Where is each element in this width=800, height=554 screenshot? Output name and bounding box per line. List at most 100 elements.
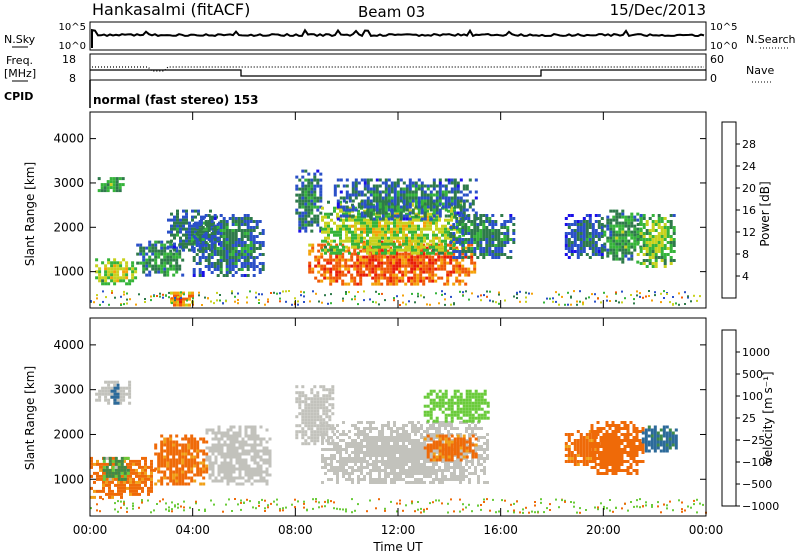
power-cell-297 (185, 239, 188, 243)
power-cell-994 (344, 264, 348, 268)
velocity-cell-489 (193, 440, 197, 444)
power-cell-907 (311, 267, 315, 271)
power-cell-642 (240, 250, 244, 253)
velocity-cell-1409 (408, 472, 411, 475)
velocity-cell-366 (166, 446, 170, 450)
velocity-cell-285 (108, 462, 112, 466)
power-cell-2761 (588, 217, 592, 220)
velocity-cell-1433 (414, 433, 417, 436)
power-cell-34 (95, 270, 99, 274)
power-cell-2222 (396, 208, 400, 212)
velocity-cell-1282 (387, 436, 390, 439)
power-cell-2307 (420, 217, 424, 221)
power-cell-3369 (642, 296, 644, 299)
power-cell-2791 (594, 250, 598, 253)
power-cell-883 (316, 220, 320, 224)
power-cell-3059 (657, 235, 661, 238)
velocity-cell-1012 (327, 439, 330, 442)
power-cell-1154 (389, 258, 393, 262)
power-cell-1962 (444, 224, 447, 228)
power-cell-2949 (633, 236, 637, 240)
power-cell-1404 (458, 270, 462, 274)
power-cell-402 (192, 235, 196, 238)
velocity-cell-1381 (405, 424, 408, 427)
velocity-cell-779 (259, 440, 263, 444)
power-cell-2798 (597, 235, 601, 238)
power-cell-3231 (303, 291, 305, 294)
power-cell-1830 (411, 236, 414, 240)
power-cell-2987 (642, 217, 646, 220)
power-cell-2976 (639, 217, 643, 220)
velocity-cell-1064 (339, 469, 342, 472)
velocity-cell-671 (235, 455, 239, 459)
velocity-cell-1271 (384, 460, 387, 463)
power-cell-1372 (449, 243, 453, 247)
velocity-cell-983 (331, 391, 335, 395)
power-cell-310 (191, 215, 194, 219)
power-cell-2599 (488, 247, 492, 250)
power-cell-2196 (390, 202, 394, 206)
velocity-cell-1456 (417, 454, 420, 457)
power-cell-780 (298, 193, 302, 197)
power-cell-3129 (99, 303, 101, 306)
velocity-cell-1194 (369, 457, 372, 460)
power-cell-1428 (467, 270, 471, 274)
power-cell-2234 (399, 217, 403, 221)
power-cell-864 (313, 190, 317, 194)
power-cell-2577 (485, 214, 489, 217)
power-cell-2432 (462, 202, 466, 206)
power-cell-2747 (582, 247, 586, 250)
power-cell-1501 (339, 218, 342, 222)
power-cell-1510 (339, 251, 342, 255)
power-cell-1933 (435, 224, 438, 228)
power-cell-3396 (696, 299, 698, 302)
power-cell-2771 (588, 256, 592, 259)
velocity-cell-1048 (336, 466, 339, 469)
power-cell-1974 (447, 227, 450, 231)
power-cell-3340 (579, 300, 581, 303)
power-cell-3211 (270, 292, 272, 294)
power-cell-1236 (410, 255, 414, 259)
power-cell-383 (212, 227, 215, 231)
velocity-cell-1220 (375, 445, 378, 448)
power-cell-250 (173, 218, 176, 222)
velocity-cell-218 (135, 471, 138, 475)
power-cell-690 (249, 235, 253, 238)
power-cell-61 (110, 267, 114, 271)
velocity-cell-529 (205, 452, 209, 456)
power-cell-1082 (371, 261, 375, 265)
power-cell-2764 (588, 226, 592, 229)
power-cell-1064 (365, 273, 369, 277)
power-cell-93 (125, 261, 129, 265)
power-cell-2914 (624, 248, 628, 252)
velocity-cell-587 (220, 431, 224, 435)
power-cell-2375 (444, 187, 448, 191)
power-cell-1980 (450, 206, 453, 210)
velocity-cell-358 (163, 461, 167, 465)
velocity-cell-914 (316, 397, 320, 401)
power-cell-938 (326, 258, 330, 262)
power-cell-1897 (426, 227, 429, 231)
power-cell-1398 (455, 276, 459, 280)
power-cell-1407 (458, 282, 462, 286)
power-cell-2431 (462, 199, 466, 203)
power-cell-929 (323, 243, 327, 247)
velocity-cell-727 (247, 464, 251, 468)
velocity-cell-1180 (366, 463, 369, 466)
power-cell-1383 (452, 252, 456, 256)
power-cell-1104 (377, 255, 381, 259)
velocity-cell-982 (331, 388, 335, 392)
velocity-cell-189 (126, 474, 129, 478)
velocity-cell-59 (128, 395, 132, 399)
velocity-cell-1187 (369, 436, 372, 439)
velocity-cell-450 (184, 446, 188, 450)
power-cell-286 (182, 245, 185, 249)
velocity-cell-925 (316, 433, 320, 437)
velocity-cell-1027 (330, 466, 333, 469)
velocity-cell-1212 (372, 466, 375, 469)
velocity-cell-1081 (345, 451, 348, 454)
power-cell-249 (173, 215, 176, 219)
power-cell-2509 (467, 217, 471, 220)
power-cell-109 (131, 279, 135, 283)
velocity-cell-202 (129, 486, 132, 490)
